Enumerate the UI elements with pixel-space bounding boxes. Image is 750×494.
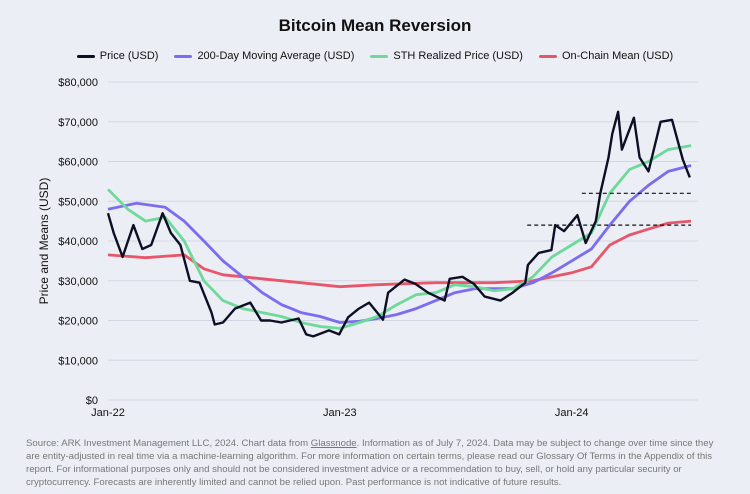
y-axis-label: Price and Means (USD) [37,178,51,305]
series-line-200-day-moving-average-usd- [107,164,692,324]
x-tick-label: Jan-24 [555,407,589,419]
legend-swatch [76,54,95,58]
legend-item: Price (USD) [76,50,159,62]
y-tick-label: $10,000 [58,355,98,367]
x-tick-label: Jan-23 [323,407,357,419]
source-footnote: Source: ARK Investment Management LLC, 2… [26,437,726,489]
legend: Price (USD) 200-Day Moving Average (USD) S… [0,50,750,62]
footnote-pre: Source: ARK Investment Management LLC, 2… [26,438,311,449]
x-tick-label: Jan-22 [91,407,125,419]
legend-swatch [538,54,557,58]
chart-title: Bitcoin Mean Reversion [278,16,472,35]
y-tick-label: $80,000 [58,77,98,89]
y-tick-label: $0 [86,395,98,407]
footnote-post: . Information as of July 7, 2024. Data m… [26,438,714,488]
y-tick-label: $60,000 [58,157,98,169]
legend-label: 200-Day Moving Average (USD) [197,50,355,62]
legend-swatch [174,54,193,58]
y-tick-label: $50,000 [58,196,98,208]
series-line-sth-realized-price-usd- [107,144,692,330]
glassnode-link[interactable]: Glassnode [310,438,357,449]
plot-area: $0 $10,000 $20,000 $30,000 $40,000 $50,000 $60… [37,77,698,419]
legend-swatch [370,54,389,58]
y-tick-label: $30,000 [58,276,98,288]
legend-label: On-Chain Mean (USD) [561,50,674,62]
y-tick-label: $20,000 [58,316,98,328]
legend-item: On-Chain Mean (USD) [538,50,674,62]
legend-label: Price (USD) [99,50,159,62]
legend-label: STH Realized Price (USD) [393,50,523,62]
series-line-price-usd- [106,110,691,338]
legend-item: STH Realized Price (USD) [370,50,523,62]
legend-item: 200-Day Moving Average (USD) [174,50,354,62]
series-line-on-chain-mean-usd- [107,219,692,289]
y-tick-label: $40,000 [58,236,98,248]
y-tick-label: $70,000 [58,117,98,129]
